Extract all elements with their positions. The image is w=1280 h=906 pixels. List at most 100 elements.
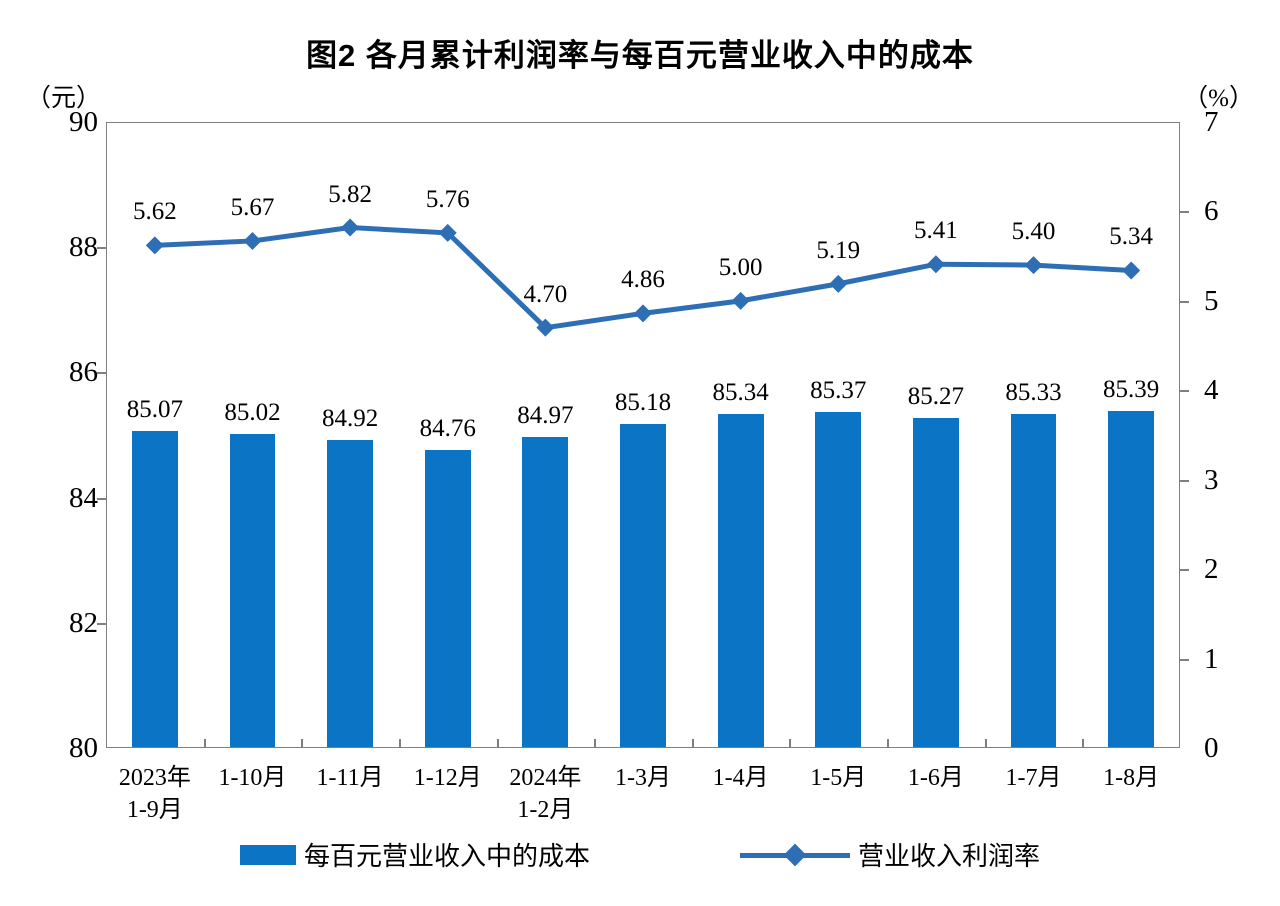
x-axis-label: 2024年 1-2月	[509, 765, 582, 823]
cost-bar-value-label: 85.33	[1005, 379, 1062, 407]
x-axis-label: 1-11月	[316, 765, 384, 791]
x-axis-label: 1-6月	[907, 765, 964, 791]
cost-bar	[815, 411, 862, 747]
profit-rate-value-label: 4.86	[621, 266, 665, 294]
x-axis-tick	[594, 739, 597, 748]
cost-bar	[912, 418, 959, 747]
profit-rate-value-label: 5.00	[718, 253, 763, 281]
cost-bar-value-label: 85.02	[224, 398, 281, 426]
y-axis-tick-label-left: 84	[69, 481, 98, 514]
left-axis-unit: （元）	[26, 85, 102, 112]
y-axis-tick-label-left: 88	[69, 231, 98, 264]
y-axis-tick-right	[1180, 390, 1189, 393]
y-axis-tick-left	[97, 372, 106, 375]
x-axis-label: 2023年 1-9月	[118, 765, 191, 823]
y-axis-tick-label-left: 82	[69, 606, 98, 639]
plot-area	[106, 122, 1180, 748]
cost-bar	[1010, 414, 1057, 747]
y-axis-tick-label-right: 1	[1204, 642, 1219, 675]
y-axis-tick-right	[1180, 658, 1189, 661]
y-axis-tick-label-right: 4	[1204, 374, 1219, 407]
bar-swatch-icon	[239, 844, 296, 865]
profit-rate-value-label: 5.62	[132, 198, 177, 226]
cost-bar	[131, 430, 178, 747]
profit-rate-value-label: 5.40	[1011, 218, 1056, 246]
cost-bar	[717, 413, 764, 747]
legend: 每百元营业收入中的成本 营业收入利润率	[0, 836, 1280, 873]
x-axis-label: 1-3月	[614, 765, 671, 791]
cost-bar-value-label: 85.18	[614, 388, 672, 416]
line-point-marker-icon	[145, 236, 164, 255]
line-point-marker-icon	[243, 231, 262, 250]
y-axis-tick-label-right: 7	[1204, 106, 1219, 138]
x-axis-tick	[1082, 739, 1085, 748]
y-axis-tick-label-left: 90	[69, 106, 98, 138]
cost-bar	[327, 440, 374, 747]
legend-label-cost: 每百元营业收入中的成本	[303, 842, 590, 871]
y-axis-tick-label-right: 5	[1204, 284, 1219, 317]
y-axis-tick-left	[97, 497, 106, 500]
y-axis-tick-label-right: 3	[1204, 463, 1219, 496]
x-axis-tick	[887, 739, 890, 748]
line-point-marker-icon	[926, 255, 945, 274]
cost-bar-value-label: 85.37	[810, 376, 867, 404]
line-point-marker-icon	[634, 304, 652, 323]
y-axis-tick-label-left: 86	[69, 356, 98, 389]
x-axis-label: 1-4月	[712, 765, 769, 791]
cost-bar-value-label: 84.76	[419, 415, 476, 443]
x-axis-tick	[789, 739, 792, 748]
profit-rate-value-label: 5.82	[328, 180, 372, 208]
line-point-marker-icon	[341, 218, 360, 237]
profit-rate-value-label: 5.76	[425, 185, 470, 213]
x-axis-tick	[203, 739, 206, 748]
cost-bar	[1108, 410, 1155, 747]
x-axis-label: 1-8月	[1103, 765, 1160, 791]
x-axis-label: 1-5月	[810, 765, 867, 791]
y-axis-tick-label-left: 80	[69, 732, 98, 764]
legend-label-profit-rate: 营业收入利润率	[858, 842, 1041, 871]
right-axis-unit: （%）	[1183, 85, 1254, 112]
y-axis-tick-label-right: 0	[1204, 732, 1219, 764]
cost-bar-value-label: 84.97	[517, 401, 574, 429]
cost-bar-value-label: 85.07	[126, 395, 183, 423]
legend-item-cost: 每百元营业收入中的成本	[239, 836, 590, 873]
cost-bar	[229, 433, 276, 747]
profit-rate-value-label: 5.19	[816, 236, 861, 264]
y-axis-tick-right	[1180, 300, 1189, 303]
line-point-marker-icon	[829, 274, 848, 293]
y-axis-tick-right	[1180, 569, 1189, 572]
y-axis-tick-right	[1180, 211, 1189, 214]
cost-bar-value-label: 85.27	[907, 383, 965, 411]
x-axis-label: 1-12月	[413, 765, 482, 791]
line-point-marker-icon	[1024, 256, 1043, 275]
cost-bar	[522, 436, 569, 747]
x-axis-tick	[496, 739, 499, 748]
profit-rate-value-label: 5.34	[1109, 223, 1154, 251]
x-axis-tick	[691, 739, 694, 748]
profit-rate-value-label: 4.70	[523, 280, 568, 308]
x-axis-label: 1-10月	[218, 765, 287, 791]
legend-item-profit-rate: 营业收入利润率	[740, 836, 1040, 873]
line-point-marker-icon	[731, 291, 750, 310]
x-axis-tick	[398, 739, 401, 748]
profit-rate-value-label: 5.41	[914, 217, 958, 245]
line-point-marker-icon	[536, 318, 555, 337]
x-axis-tick	[301, 739, 304, 748]
chart-title: 图2 各月累计利润率与每百元营业收入中的成本	[306, 38, 974, 73]
y-axis-tick-label-right: 6	[1204, 195, 1219, 228]
cost-bar	[424, 450, 471, 747]
cost-bar	[620, 423, 666, 747]
x-axis-tick	[984, 739, 987, 748]
profit-rate-value-label: 5.67	[230, 193, 275, 221]
y-axis-tick-left	[97, 622, 106, 625]
line-point-marker-icon	[438, 223, 457, 242]
cost-bar-value-label: 85.39	[1103, 375, 1160, 403]
y-axis-tick-right	[1180, 479, 1189, 482]
x-axis-label: 1-7月	[1005, 765, 1062, 791]
cost-bar-value-label: 85.34	[712, 378, 769, 406]
y-axis-tick-label-right: 2	[1204, 553, 1219, 586]
line-swatch-icon	[740, 843, 850, 866]
cost-bar-value-label: 84.92	[321, 405, 379, 432]
